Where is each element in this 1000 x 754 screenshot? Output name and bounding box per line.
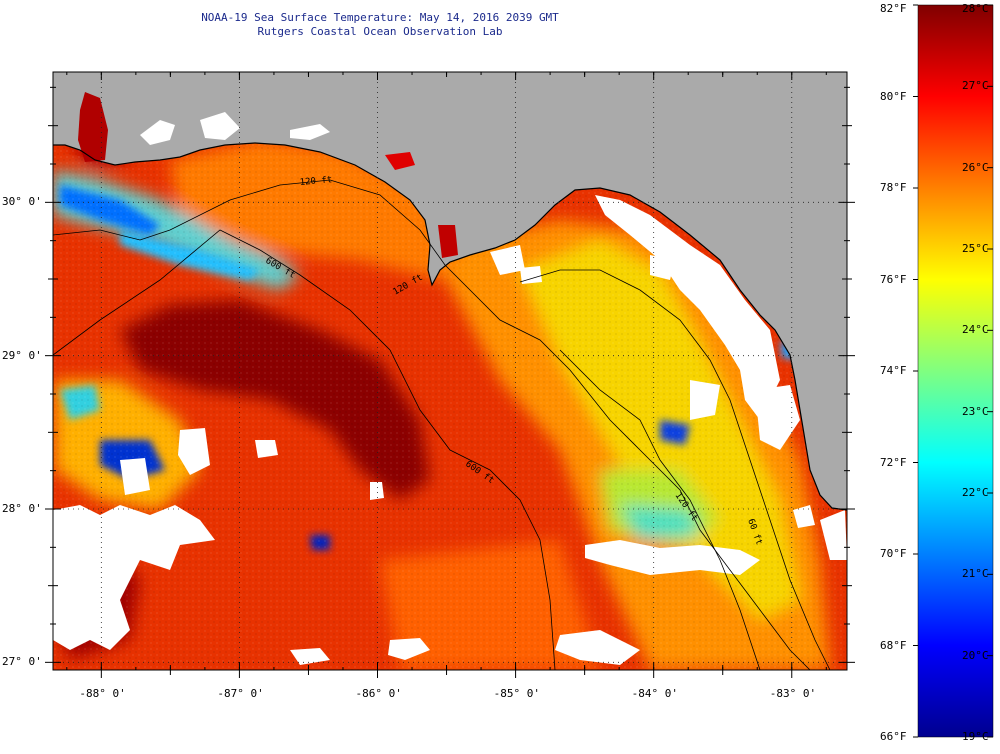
coastline bbox=[53, 142, 847, 511]
map-subtitle: Rutgers Coastal Ocean Observation Lab bbox=[257, 25, 503, 38]
colorbar-c-label: 21°C bbox=[962, 567, 989, 581]
colorbar-c-label: 25°C bbox=[962, 242, 989, 255]
contour-600ft bbox=[53, 229, 556, 670]
contour-120ft bbox=[53, 179, 811, 670]
lat-tick-label: 28° 0' bbox=[2, 502, 42, 515]
contour-120ft-east bbox=[559, 349, 761, 670]
colorbar-gradient bbox=[917, 4, 994, 738]
colorbar-c-label: 27°C bbox=[962, 79, 989, 93]
land-mass bbox=[53, 72, 847, 510]
colorbar-c-label: 24°C bbox=[962, 323, 989, 337]
contour-label: 120 ft bbox=[299, 175, 332, 188]
colorbar-c-label: 22°C bbox=[962, 486, 989, 499]
lon-tick-label: -88° 0' bbox=[79, 687, 126, 700]
colorbar-f-label: 68°F bbox=[880, 638, 907, 652]
bay-east-1 bbox=[438, 225, 458, 258]
colorbar-c-label: 28°C bbox=[962, 2, 989, 15]
map-title: NOAA-19 Sea Surface Temperature: May 14,… bbox=[201, 11, 559, 24]
bay-north-3 bbox=[200, 112, 240, 140]
lat-tick-label: 30° 0' bbox=[2, 195, 42, 209]
map-frame bbox=[52, 71, 848, 671]
colorbar-f-label: 78°F bbox=[880, 181, 907, 194]
lon-tick-label: -83° 0' bbox=[769, 687, 817, 700]
colorbar-f-label: 72°F bbox=[880, 455, 907, 469]
axis-ticks bbox=[45, 72, 855, 678]
colorbar-c-label: 19°C bbox=[962, 730, 989, 743]
lon-tick-label: -87° 0' bbox=[217, 687, 264, 700]
bay-north-1 bbox=[78, 92, 108, 162]
bay-east-2 bbox=[490, 245, 525, 275]
colorbar-f-label: 82°F bbox=[880, 2, 907, 15]
lat-tick-label: 29° 0' bbox=[2, 348, 42, 362]
lon-tick-label: -86° 0' bbox=[355, 687, 402, 700]
colorbar-f-label: 66°F bbox=[880, 730, 907, 743]
colorbar-c-label: 20°C bbox=[962, 648, 989, 662]
colorbar-f-label: 80°F bbox=[880, 89, 907, 103]
lon-tick-label: -84° 0' bbox=[631, 687, 679, 700]
lon-tick-label: -85° 0' bbox=[493, 687, 540, 700]
colorbar-f-label: 76°F bbox=[880, 272, 907, 286]
bay-north-4 bbox=[290, 124, 330, 140]
colorbar-c-label: 26°C bbox=[962, 160, 989, 174]
lat-tick-label: 27° 0' bbox=[2, 655, 42, 669]
colorbar-f-label: 70°F bbox=[880, 547, 907, 560]
depth-contours bbox=[53, 179, 831, 670]
bay-north-2 bbox=[140, 120, 175, 145]
bay-north-5 bbox=[385, 152, 415, 170]
colorbar-c-label: 23°C bbox=[962, 404, 989, 418]
contour-60ft bbox=[519, 269, 831, 670]
colorbar-f-label: 74°F bbox=[880, 364, 907, 377]
